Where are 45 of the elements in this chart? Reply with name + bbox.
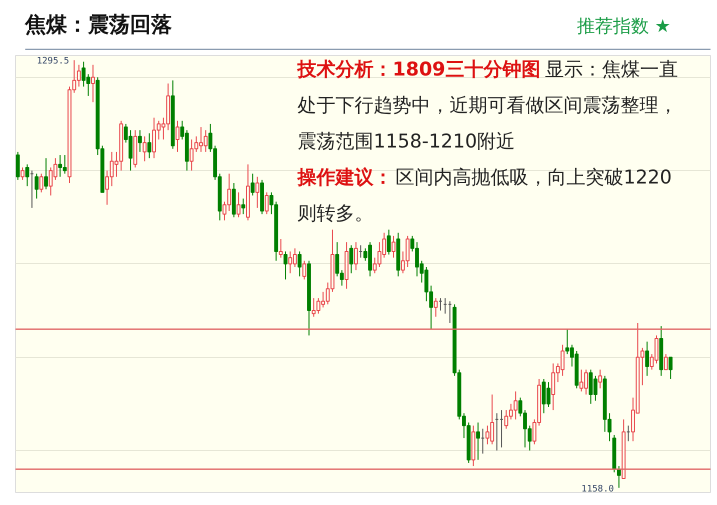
candlestick — [292, 248, 297, 268]
candlestick — [82, 61, 86, 88]
candlestick — [39, 173, 44, 193]
chart-title: 焦煤：震荡回落 — [24, 12, 172, 36]
candlestick — [236, 192, 241, 218]
annotation: 1158.0 — [581, 484, 614, 494]
candlestick — [349, 244, 354, 274]
candlestick — [645, 341, 650, 376]
candlestick — [668, 356, 673, 380]
candlestick — [664, 354, 668, 370]
candlestick — [284, 250, 288, 280]
candlestick — [190, 138, 194, 172]
candlestick — [302, 260, 306, 280]
candlestick — [476, 422, 480, 460]
candlestick — [386, 229, 391, 256]
annotation: 则转多。 — [298, 202, 374, 224]
candlestick — [593, 375, 598, 402]
chart-subtitle: 推荐指数 ★ — [576, 16, 671, 37]
candlestick — [241, 198, 246, 215]
candlestick — [142, 136, 147, 162]
annotation: 震荡范围1158-1210附近 — [298, 130, 516, 152]
candlestick — [138, 130, 142, 152]
candlestick — [255, 176, 260, 208]
candlestick — [434, 298, 438, 318]
candlestick — [91, 64, 95, 103]
annotation: 技术分析：1809三十分钟图 — [296, 58, 540, 80]
annotation: 显示：焦煤一直 — [545, 58, 678, 80]
annotation: 1295.5 — [36, 56, 70, 67]
candlestick — [16, 151, 20, 180]
candlestick — [354, 242, 358, 271]
candlestick — [264, 192, 269, 215]
candlestick — [392, 235, 396, 258]
candlestick — [147, 132, 152, 159]
candlestick — [598, 369, 602, 389]
candlestick — [278, 238, 283, 258]
candlestick — [20, 166, 24, 180]
annotation: 区间内高抛低吸，向上突破1220 — [396, 166, 672, 188]
candlestick — [34, 173, 39, 200]
candlestick — [250, 173, 255, 196]
candlestick — [25, 164, 30, 187]
annotation: 处于下行趋势中，近期可看做区间震荡整理， — [298, 94, 678, 116]
candlestick — [44, 158, 48, 190]
annotation: 操作建议： — [296, 166, 392, 188]
candlestick — [176, 120, 180, 152]
candlestick — [298, 250, 302, 277]
